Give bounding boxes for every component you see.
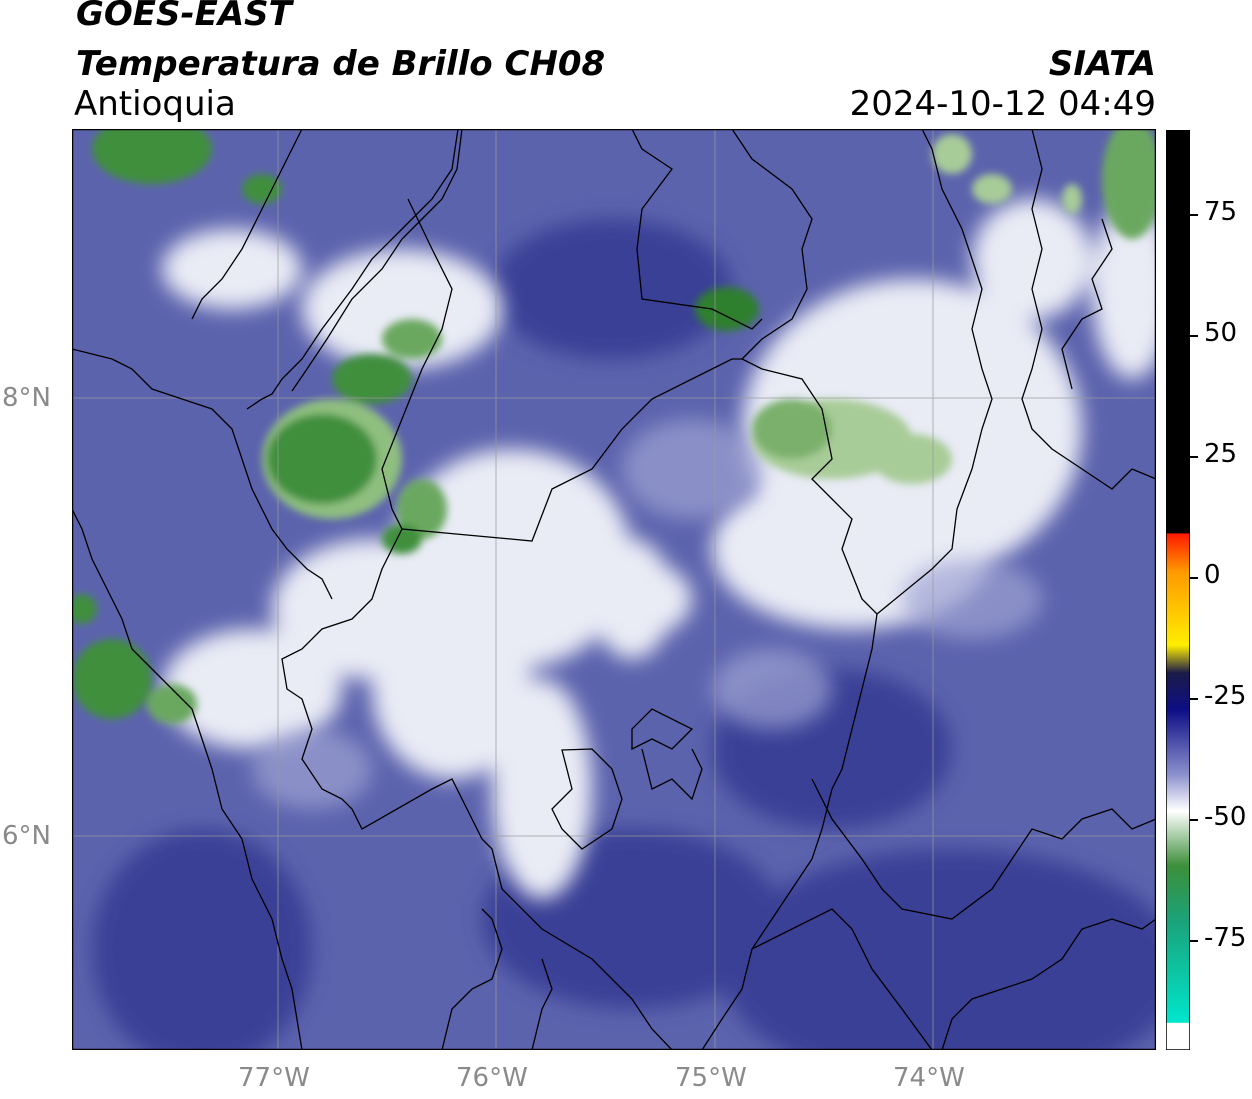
- colorbar-tick: [1190, 335, 1198, 337]
- colorbar-label-minus25: -25: [1204, 681, 1247, 711]
- colorbar-label-75: 75: [1204, 197, 1238, 227]
- timestamp-label: 2024-10-12 04:49: [849, 84, 1156, 124]
- cloud-light-regions: [162, 199, 1156, 899]
- satellite-title: GOES-EAST: [76, 0, 292, 34]
- brightness-temperature-map: [72, 129, 1156, 1050]
- cold-cloud-tops: [72, 129, 1156, 724]
- region-label: Antioquia: [74, 84, 236, 124]
- colorbar-label-0: 0: [1204, 560, 1221, 590]
- colorbar-label-minus50: -50: [1204, 802, 1247, 832]
- colorbar-label-minus75: -75: [1204, 923, 1247, 953]
- colorbar-tick: [1190, 940, 1198, 942]
- colorbar-label-50: 50: [1204, 318, 1238, 348]
- colorbar-tick: [1190, 577, 1198, 579]
- colorbar-tick: [1190, 698, 1198, 700]
- product-title: Temperatura de Brillo CH08: [76, 44, 606, 84]
- agency-label: SIATA: [1048, 44, 1156, 84]
- lon-label-75w: 75°W: [675, 1063, 747, 1093]
- colorbar-tick: [1190, 819, 1198, 821]
- political-borders: [72, 129, 1156, 1050]
- lon-label-77w: 77°W: [238, 1063, 310, 1093]
- temperature-colorbar: [1166, 130, 1190, 1050]
- graticule: [72, 129, 1156, 1050]
- colorbar-label-25: 25: [1204, 439, 1238, 469]
- cloud-mid-regions: [252, 419, 1042, 809]
- lat-label-6n: 6°N: [2, 821, 51, 851]
- lon-label-74w: 74°W: [893, 1063, 965, 1093]
- colorbar-tick: [1190, 214, 1198, 216]
- lat-label-8n: 8°N: [2, 383, 51, 413]
- colorbar-tick: [1190, 456, 1198, 458]
- lon-label-76w: 76°W: [456, 1063, 528, 1093]
